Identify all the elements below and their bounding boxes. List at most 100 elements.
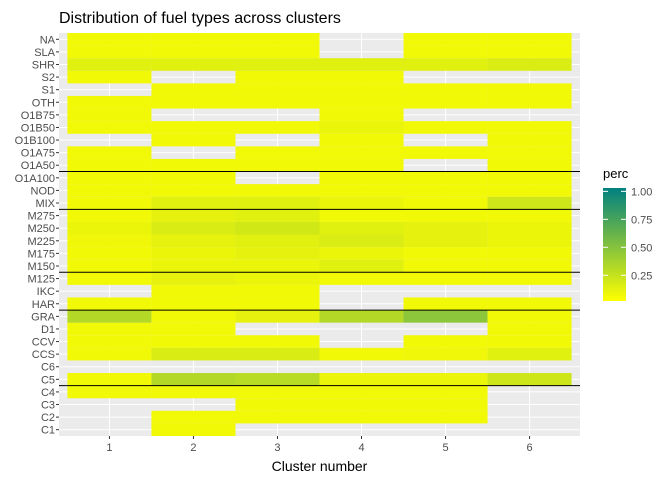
- y-tick-label: M225: [27, 236, 55, 248]
- y-tick-label: O1A50: [21, 160, 55, 172]
- heatmap-cell: [319, 171, 404, 185]
- legend-ticks: 0.25 0.50 0.75 1.00: [603, 186, 652, 282]
- heatmap-cell: [235, 33, 320, 46]
- heatmap-cell: [319, 58, 404, 71]
- heatmap-cell: [403, 373, 488, 386]
- y-tick-label: MIX: [35, 198, 55, 210]
- heatmap-cell: [67, 347, 152, 361]
- heatmap-cell: [151, 45, 236, 59]
- heatmap-cell: [151, 272, 236, 285]
- heatmap-cell: [151, 423, 236, 436]
- heatmap-cell: [319, 108, 404, 122]
- heatmap-cell: [319, 310, 404, 323]
- x-axis-title: Cluster number: [272, 458, 368, 474]
- heatmap-cell: [67, 33, 152, 46]
- heatmap-cell: [235, 221, 320, 235]
- y-tick-label: C3: [41, 400, 55, 412]
- legend-tick-label: 0.50: [631, 242, 652, 254]
- heatmap-cell: [319, 410, 404, 424]
- heatmap-cell: [235, 234, 320, 248]
- y-tick-label: C4: [41, 387, 55, 399]
- heatmap-cell: [151, 95, 236, 109]
- heatmap-cell: [235, 95, 320, 109]
- heatmap-cell: [67, 121, 152, 134]
- heatmap-cell: [319, 385, 404, 399]
- y-tick-label: C5: [41, 374, 55, 386]
- heatmap-cell: [487, 133, 572, 147]
- heatmap-cell: [487, 209, 572, 222]
- y-tick-label: O1B100: [15, 135, 55, 147]
- y-tick-label: M150: [27, 261, 55, 273]
- heatmap-cell: [319, 184, 404, 197]
- heatmap-cell: [151, 347, 236, 361]
- y-tick-label: C6: [41, 362, 55, 374]
- legend-tick-label: 0.25: [631, 270, 652, 282]
- y-axis-ticks: C1C2C3C4C5C6CCSCCVD1GRAHARIKCM125M150M17…: [15, 34, 59, 437]
- heatmap-cell: [319, 247, 404, 260]
- heatmap-cell: [235, 410, 320, 424]
- legend-title: perc: [603, 166, 629, 181]
- x-tick-label: 1: [106, 442, 112, 454]
- heatmap-cell: [67, 385, 152, 399]
- heatmap-cell: [487, 83, 572, 96]
- heatmap-cell: [403, 297, 488, 311]
- y-tick-label: IKC: [37, 286, 55, 298]
- heatmap-cell: [151, 196, 236, 210]
- heatmap-cell: [487, 347, 572, 361]
- heatmap-cell: [151, 121, 236, 134]
- y-tick-label: O1B75: [21, 110, 55, 122]
- heatmap-cell: [235, 347, 320, 361]
- y-tick-label: CCS: [32, 349, 55, 361]
- heatmap-cell: [487, 272, 572, 285]
- heatmap-cell: [235, 209, 320, 222]
- heatmap-cell: [67, 259, 152, 273]
- heatmap-cell: [151, 133, 236, 147]
- y-tick-label: S1: [42, 85, 55, 97]
- y-tick-label: S2: [42, 72, 55, 84]
- heatmap-cell: [235, 58, 320, 71]
- y-tick-label: D1: [41, 324, 55, 336]
- heatmap-cell: [319, 373, 404, 386]
- heatmap-cell: [403, 121, 488, 134]
- heatmap-cell: [151, 184, 236, 197]
- heatmap-cell: [235, 385, 320, 399]
- heatmap-cell: [487, 33, 572, 46]
- heatmap-cell: [151, 297, 236, 311]
- heatmap-cell: [235, 158, 320, 172]
- heatmap-cell: [151, 373, 236, 386]
- heatmap-cell: [67, 70, 152, 84]
- heatmap-cell: [151, 335, 236, 348]
- heatmap-cell: [67, 171, 152, 185]
- heatmap-cell: [403, 398, 488, 411]
- heatmap-cell: [151, 33, 236, 46]
- heatmap-cell: [235, 373, 320, 386]
- heatmap-cell: [235, 70, 320, 84]
- heatmap-cell: [67, 221, 152, 235]
- heatmap-cell: [319, 95, 404, 109]
- heatmap-cell: [235, 297, 320, 311]
- heatmap-cell: [151, 221, 236, 235]
- heatmap-cell: [403, 410, 488, 424]
- heatmap-cell: [487, 121, 572, 134]
- heatmap-cell: [151, 247, 236, 260]
- y-tick-label: M175: [27, 248, 55, 260]
- heatmap-cell: [151, 322, 236, 336]
- heatmap-cell: [151, 259, 236, 273]
- heatmap-cell: [487, 335, 572, 348]
- heatmap-cell: [67, 95, 152, 109]
- heatmap-cell: [235, 45, 320, 59]
- y-tick-label: O1A100: [15, 173, 55, 185]
- x-tick-label: 3: [274, 442, 280, 454]
- heatmap-cell: [487, 310, 572, 323]
- y-tick-label: C1: [41, 425, 55, 437]
- heatmap-cell: [67, 322, 152, 336]
- heatmap-cell: [235, 272, 320, 285]
- heatmap-cell: [67, 58, 152, 71]
- heatmap-cell: [235, 310, 320, 323]
- y-tick-label: O1A75: [21, 148, 55, 160]
- heatmap-cell: [67, 373, 152, 386]
- heatmap-cell: [403, 310, 488, 323]
- heatmap-cell: [319, 234, 404, 248]
- heatmap-cell: [67, 209, 152, 222]
